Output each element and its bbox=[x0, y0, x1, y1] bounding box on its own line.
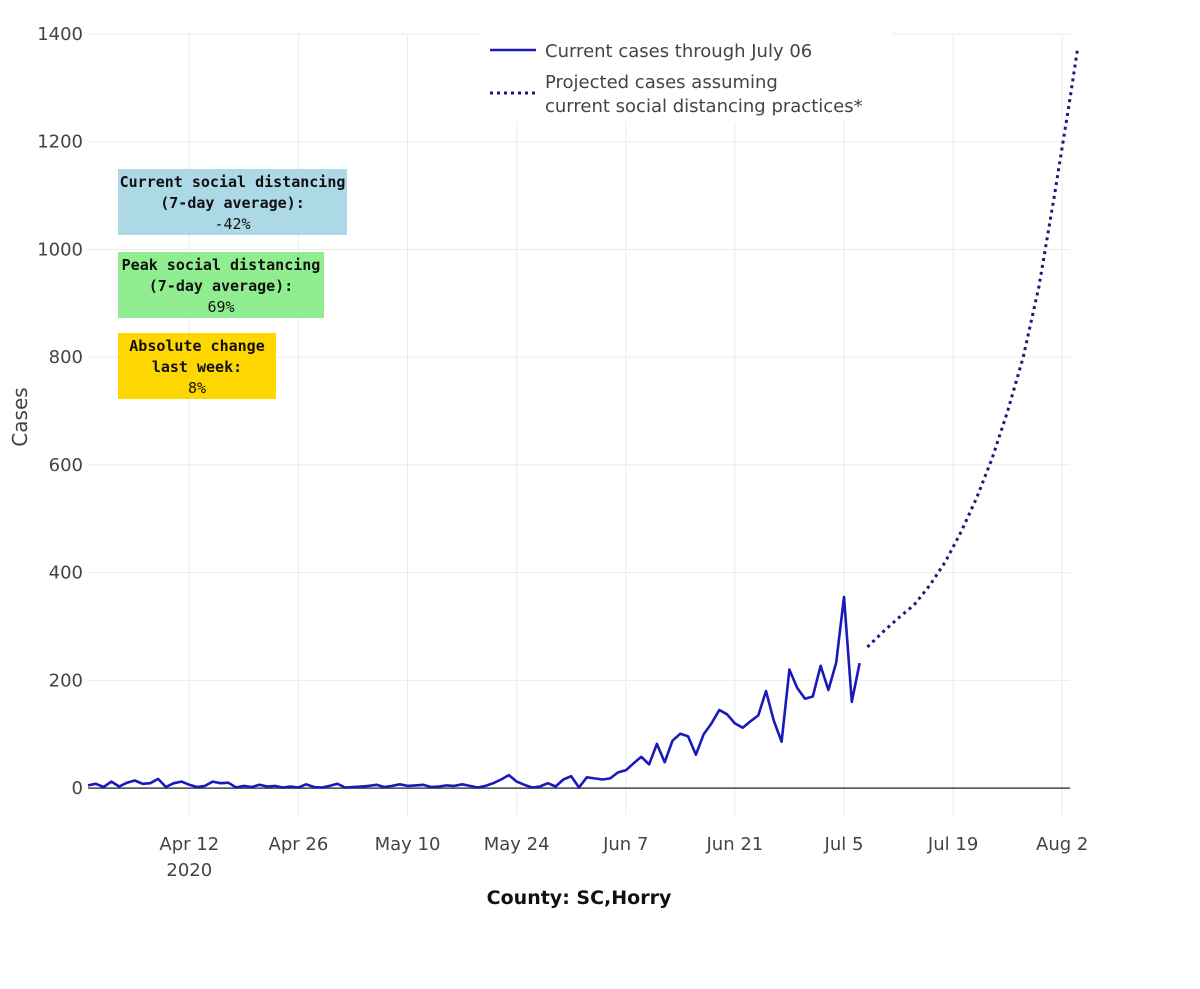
annotation-box-line: last week: bbox=[152, 358, 242, 376]
legend-label-projected-line2: current social distancing practices* bbox=[545, 96, 863, 117]
annotation-box-line: Current social distancing bbox=[120, 173, 346, 191]
annotation-box-line: (7-day average): bbox=[149, 277, 294, 295]
series-current-cases-line bbox=[87, 595, 861, 789]
x-tick-label: Jun 7 bbox=[602, 834, 648, 855]
x-tick-label: Jul 5 bbox=[824, 834, 864, 855]
series-projected-cases-line bbox=[866, 47, 1080, 649]
x-tick-label: Jun 21 bbox=[705, 834, 763, 855]
x-tick-label: Jul 19 bbox=[927, 834, 978, 855]
annotation-box-line: 69% bbox=[207, 298, 234, 316]
legend-label-current: Current cases through July 06 bbox=[545, 41, 812, 62]
x-tick-labels: Apr 12 2020 Apr 26 May 10 May 24 Jun 7 Jun 21 J… bbox=[159, 834, 1088, 881]
x-tick-label: May 24 bbox=[484, 834, 550, 855]
y-axis-title: Cases bbox=[8, 387, 32, 446]
legend-background bbox=[480, 30, 892, 122]
x-axis-caption: County: SC,Horry bbox=[487, 887, 672, 909]
y-tick-label: 0 bbox=[72, 778, 83, 799]
y-tick-label: 1400 bbox=[37, 24, 83, 45]
annotation-box: Peak social distancing (7-day average): 69… bbox=[118, 252, 324, 318]
y-tick-label: 400 bbox=[49, 563, 83, 584]
y-tick-label: 200 bbox=[49, 670, 83, 691]
x-tick-year-label: 2020 bbox=[166, 860, 212, 881]
annotation-box-line: Absolute change bbox=[129, 337, 264, 355]
annotation-box: Absolute change last week: 8% bbox=[118, 333, 276, 399]
annotation-box-line: Peak social distancing bbox=[122, 256, 321, 274]
y-tick-label: 1200 bbox=[37, 132, 83, 153]
y-tick-label: 600 bbox=[49, 455, 83, 476]
annotation-box-line: 8% bbox=[188, 379, 206, 397]
x-tick-label: May 10 bbox=[375, 834, 441, 855]
y-tick-labels: 0 200 400 600 800 1000 1200 1400 bbox=[37, 24, 83, 799]
legend-label-projected: Projected cases assuming bbox=[545, 72, 778, 93]
annotation-box: Current social distancing (7-day average)… bbox=[118, 169, 347, 235]
annotation-boxes: Current social distancing (7-day average)… bbox=[118, 169, 347, 399]
x-tick-label: Apr 12 bbox=[159, 834, 219, 855]
annotation-box-background bbox=[118, 252, 324, 318]
y-tick-label: 1000 bbox=[37, 239, 83, 260]
annotation-box-background bbox=[118, 333, 276, 399]
y-tick-label: 800 bbox=[49, 347, 83, 368]
annotation-box-line: (7-day average): bbox=[160, 194, 305, 212]
legend: Current cases through July 06 Projected c… bbox=[480, 30, 892, 122]
annotation-box-background bbox=[118, 169, 347, 235]
x-gridlines bbox=[188, 34, 1063, 815]
x-tick-label: Aug 2 bbox=[1036, 834, 1088, 855]
annotation-box-line: -42% bbox=[214, 215, 250, 233]
x-tick-label: Apr 26 bbox=[269, 834, 329, 855]
